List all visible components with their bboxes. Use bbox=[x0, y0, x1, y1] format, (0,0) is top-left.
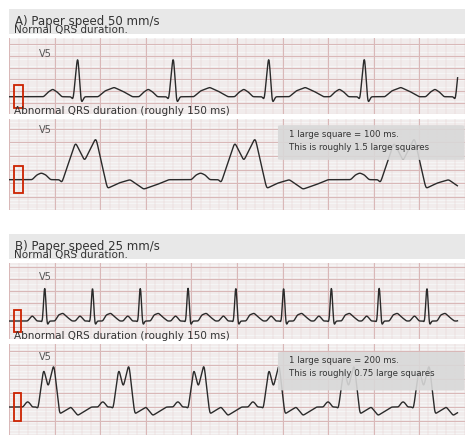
Text: 1 large square = 200 ms.
This is roughly 0.75 large squares: 1 large square = 200 ms. This is roughly… bbox=[289, 356, 435, 378]
Bar bbox=[14, 85, 23, 108]
Text: V5: V5 bbox=[39, 49, 52, 59]
FancyBboxPatch shape bbox=[278, 125, 465, 160]
Bar bbox=[14, 393, 21, 421]
Text: 1 large square = 100 ms.
This is roughly 1.5 large squares: 1 large square = 100 ms. This is roughly… bbox=[289, 130, 429, 152]
Text: V5: V5 bbox=[39, 272, 52, 282]
Text: Normal QRS duration.: Normal QRS duration. bbox=[14, 25, 128, 36]
Text: Abnormal QRS duration (roughly 150 ms): Abnormal QRS duration (roughly 150 ms) bbox=[14, 331, 230, 341]
Text: V5: V5 bbox=[39, 352, 52, 362]
FancyBboxPatch shape bbox=[278, 352, 465, 390]
Text: A) Paper speed 50 mm/s: A) Paper speed 50 mm/s bbox=[15, 15, 160, 28]
Bar bbox=[14, 310, 21, 332]
Text: V5: V5 bbox=[39, 125, 52, 135]
Text: B) Paper speed 25 mm/s: B) Paper speed 25 mm/s bbox=[15, 240, 160, 253]
Bar bbox=[14, 166, 23, 193]
Text: Abnormal QRS duration (roughly 150 ms): Abnormal QRS duration (roughly 150 ms) bbox=[14, 106, 230, 116]
Text: Normal QRS duration.: Normal QRS duration. bbox=[14, 250, 128, 261]
